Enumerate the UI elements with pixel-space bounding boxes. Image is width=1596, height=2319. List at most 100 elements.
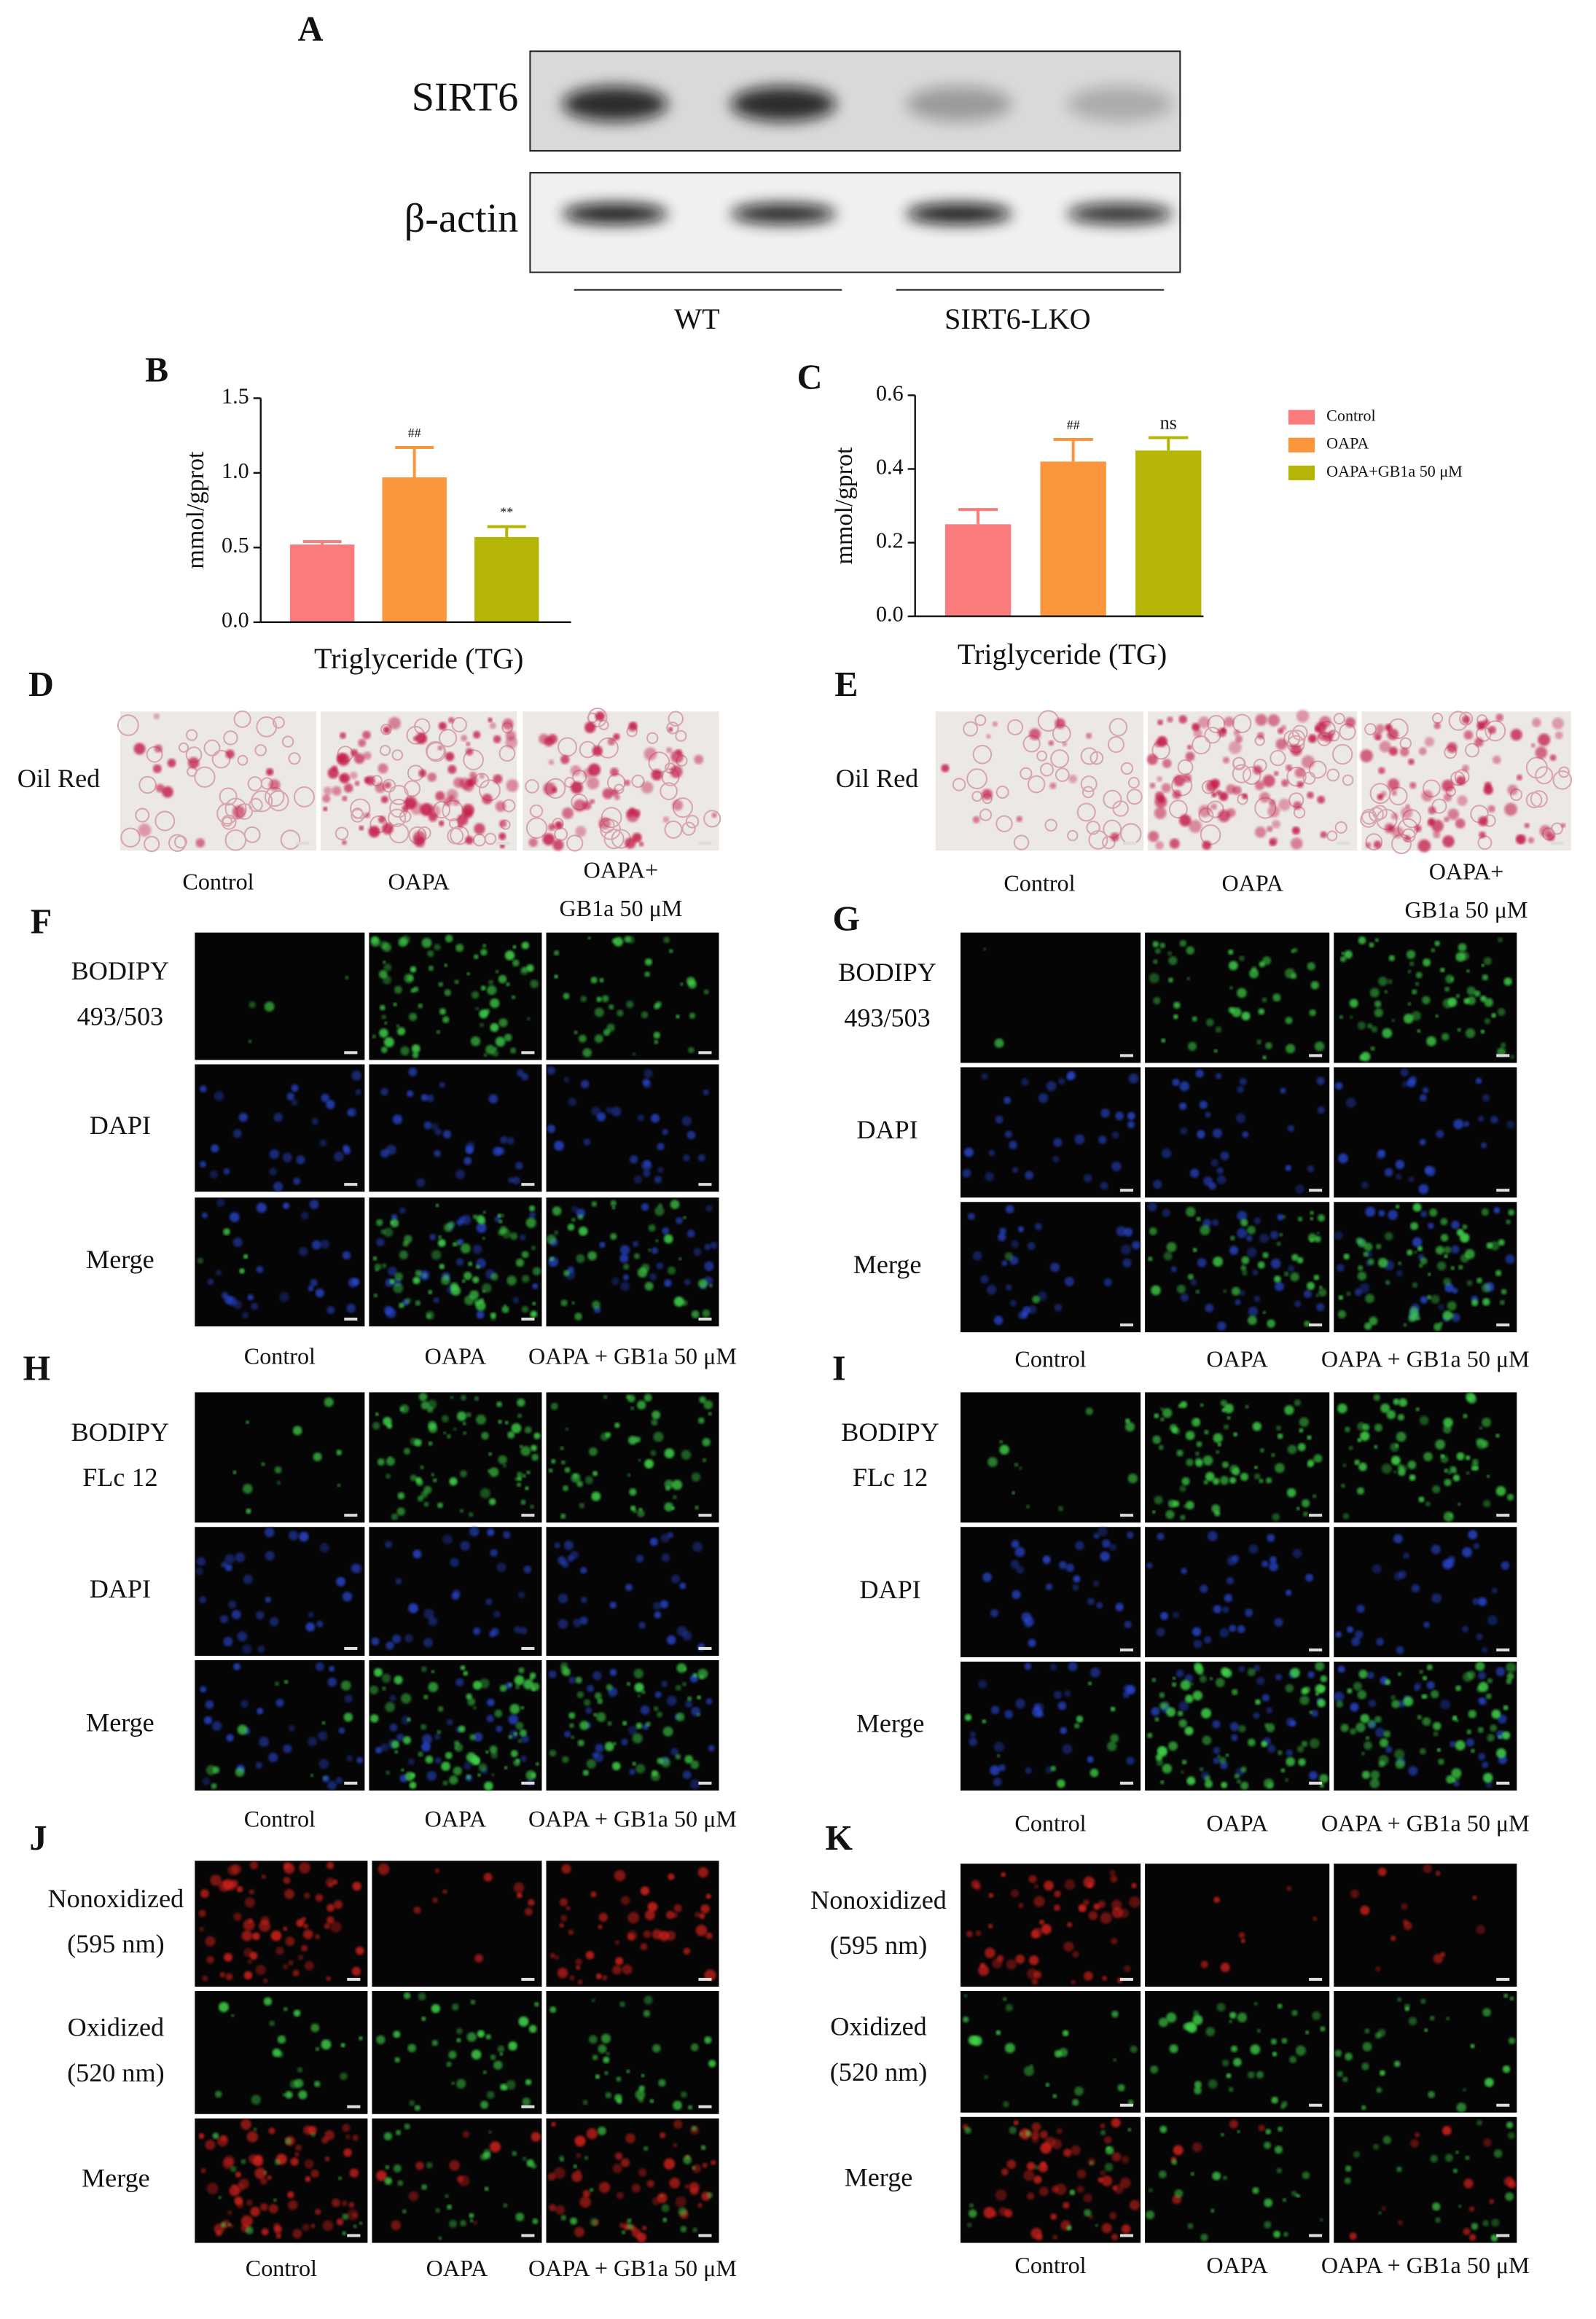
cell: [664, 1279, 672, 1287]
cell: [1046, 1081, 1057, 1092]
cell: [485, 2034, 491, 2040]
cell: [1149, 1227, 1157, 1235]
cell: [1495, 1486, 1506, 1496]
scale-bar: [344, 1781, 358, 1785]
cell: [1479, 831, 1486, 839]
cell: [253, 2127, 257, 2132]
cell: [488, 1094, 498, 1104]
cell: [1186, 1458, 1194, 1466]
cell: [404, 1634, 413, 1643]
cell: [383, 1227, 394, 1237]
cell: [524, 1907, 533, 1916]
cell: [667, 1532, 674, 1538]
cell: [1401, 1081, 1409, 1087]
cell: [1263, 2141, 1272, 2149]
cell: [982, 1719, 987, 1724]
cell: [353, 753, 365, 764]
cell: [1296, 781, 1304, 789]
scale-bar: [347, 1977, 361, 1981]
scale-bar: [521, 1977, 535, 1981]
cell: [384, 2177, 393, 2185]
cell: [490, 1315, 496, 1321]
scale-bar: [521, 1781, 535, 1785]
cell: [530, 1504, 534, 1509]
cell: [1364, 1322, 1372, 1330]
cell: [1398, 1672, 1401, 1676]
cell: [196, 1557, 206, 1566]
cell: [237, 1724, 248, 1735]
cell: [224, 2155, 235, 2166]
legend-swatch: [1288, 410, 1315, 425]
cell: [1233, 2057, 1242, 2067]
cell: [652, 1410, 661, 1420]
cell: [575, 2152, 582, 2159]
cell: [1001, 2168, 1009, 2176]
cell: [1428, 818, 1435, 825]
cell: [255, 2154, 263, 2162]
cell: [525, 1217, 536, 1228]
cell: [680, 2226, 687, 2233]
cell: [972, 816, 980, 824]
cell: [1213, 1746, 1221, 1754]
cell: [603, 1028, 611, 1036]
cell: [1370, 1046, 1375, 1051]
cell: [1412, 1237, 1423, 1248]
cell: [1128, 1074, 1139, 1084]
cell: [310, 1774, 314, 1778]
cell: [531, 1453, 539, 1461]
cell: [236, 2201, 244, 2209]
cell: [1157, 1533, 1165, 1541]
cell: [1335, 1082, 1343, 1090]
cell: [1148, 831, 1159, 842]
cell: [1353, 2151, 1361, 2158]
cell: [1457, 795, 1468, 806]
cell: [1403, 1013, 1414, 1024]
cell: [668, 711, 684, 727]
cell: [1350, 1889, 1359, 1898]
panel-letter: F: [31, 903, 52, 942]
cell: [474, 823, 485, 834]
cell: [474, 954, 479, 960]
cell: [1202, 840, 1212, 850]
cell: [453, 1766, 462, 1776]
cell: [1493, 2149, 1503, 2158]
cell: [210, 1874, 222, 1886]
cell: [1400, 1068, 1409, 1077]
cell: [627, 1912, 640, 1924]
cell: [1377, 794, 1384, 800]
cell: [495, 1036, 506, 1047]
cell: [632, 1052, 636, 1056]
cell: [168, 834, 187, 852]
cell: [407, 1090, 414, 1098]
cell: [315, 1662, 324, 1671]
cell: [1208, 2079, 1218, 2089]
cell: [1423, 958, 1431, 967]
cell: [304, 2159, 314, 2169]
cell: [1278, 2126, 1283, 2132]
cell: [504, 950, 515, 961]
cell: [1103, 789, 1122, 809]
cell: [513, 1882, 525, 1893]
cell: [1375, 724, 1385, 733]
cell: [1315, 1294, 1319, 1298]
scale-bar: [1119, 2103, 1134, 2107]
cell: [624, 936, 631, 943]
cell: [1388, 1210, 1398, 1220]
cell: [1491, 1012, 1496, 1018]
cell: [1369, 988, 1380, 998]
cell: [1203, 1479, 1208, 1485]
cell: [621, 2230, 626, 2234]
cell: [1257, 1261, 1265, 1269]
cell: [202, 1778, 211, 1786]
cell: [971, 1880, 980, 1889]
cell: [563, 1731, 571, 1738]
cell: [525, 779, 539, 794]
cell: [454, 979, 459, 985]
cell: [1315, 1683, 1325, 1694]
cell: [1153, 959, 1158, 964]
cell: [1011, 1540, 1020, 1549]
cell: [1393, 1533, 1403, 1544]
cell: [487, 1469, 491, 1473]
cell: [560, 1915, 568, 1922]
cell: [1247, 1315, 1257, 1326]
